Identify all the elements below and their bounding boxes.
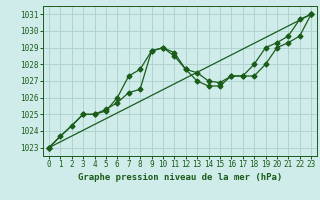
X-axis label: Graphe pression niveau de la mer (hPa): Graphe pression niveau de la mer (hPa) — [78, 173, 282, 182]
